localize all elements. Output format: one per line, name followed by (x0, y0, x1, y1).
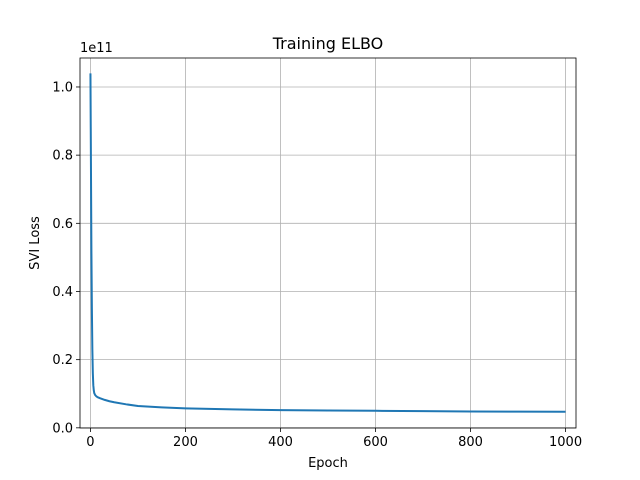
x-axis-label: Epoch (308, 456, 348, 471)
x-tick-label: 200 (173, 435, 198, 450)
x-axis-ticks: 0 200 400 600 800 1000 (86, 428, 582, 450)
y-tick-label: 0.6 (52, 217, 73, 232)
x-tick-label: 800 (458, 435, 483, 450)
series-line (89, 73, 566, 413)
chart-title: Training ELBO (272, 34, 384, 53)
series-group (89, 73, 566, 413)
plot-frame (79, 57, 577, 429)
y-axis-label: SVI Loss (28, 216, 43, 270)
y-axis-offset-text: 1e11 (80, 41, 113, 56)
y-tick-label: 0.0 (52, 421, 73, 436)
grid (80, 58, 576, 429)
y-tick-label: 0.8 (52, 149, 73, 164)
x-tick-label: 1000 (549, 435, 582, 450)
y-tick-label: 1.0 (52, 80, 73, 95)
x-tick-label: 600 (363, 435, 388, 450)
x-tick-label: 0 (86, 435, 94, 450)
x-tick-label: 400 (268, 435, 293, 450)
y-tick-label: 0.4 (52, 285, 73, 300)
y-axis-ticks: 0.0 0.2 0.4 0.6 0.8 1.0 (52, 80, 80, 436)
y-tick-label: 0.2 (52, 353, 73, 368)
